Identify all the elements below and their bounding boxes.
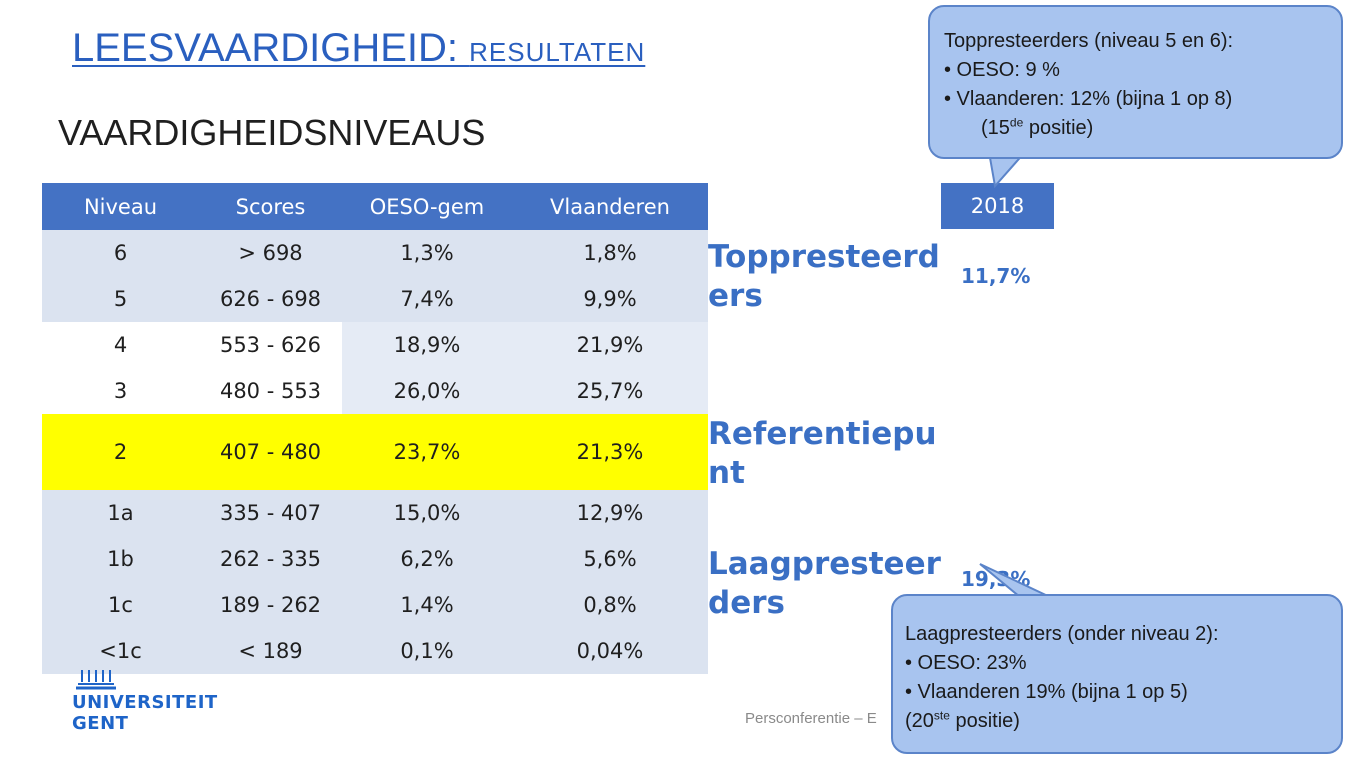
slide-subtitle: VAARDIGHEIDSNIVEAUS [58, 112, 486, 153]
slide-title: LEESVAARDIGHEID: RESULTATEN [72, 26, 645, 71]
callout-top-line4: (15de positie) [944, 114, 1329, 143]
oeso-cell: 6,2% [342, 536, 512, 582]
university-logo-icon [76, 670, 116, 690]
table-row: 1a 335 - 407 15,0% 12,9% [42, 490, 708, 536]
score-cell: 480 - 553 [199, 368, 342, 414]
level-cell: 1a [42, 490, 199, 536]
callout-low-line4: (20ste positie) [905, 707, 1329, 736]
callout-laagpresteerders: Laagpresteerders (onder niveau 2): • OES… [891, 594, 1343, 754]
callout-top-line4-pre: (15 [981, 117, 1010, 139]
oeso-cell: 1,4% [342, 582, 512, 628]
table-row: 5 626 - 698 7,4% 9,9% [42, 276, 708, 322]
callout-low-line4-sup: ste [933, 708, 950, 723]
level-cell: 5 [42, 276, 199, 322]
category-laagpresteerders: Laagpresteerders [708, 546, 941, 621]
callout-low-line3: • Vlaanderen 19% (bijna 1 op 5) [905, 681, 1188, 703]
callout-low-line2: • OESO: 23% [905, 652, 1027, 674]
logo-text-line2: GENT [72, 713, 129, 734]
score-cell: < 189 [199, 628, 342, 674]
score-cell: 626 - 698 [199, 276, 342, 322]
title-main: LEESVAARDIGHEID: [72, 26, 470, 70]
value-toppresteerders: 11,7% [961, 264, 1031, 288]
header-scores: Scores [199, 183, 342, 230]
vlaanderen-cell: 0,8% [512, 582, 708, 628]
vlaanderen-cell: 21,3% [512, 414, 708, 490]
table-row: <1c < 189 0,1% 0,04% [42, 628, 708, 674]
table-header-row: Niveau Scores OESO-gem Vlaanderen [42, 183, 708, 230]
oeso-cell: 26,0% [342, 368, 512, 414]
score-cell: 407 - 480 [199, 414, 342, 490]
level-cell: 2 [42, 414, 199, 490]
logo-text-line1: UNIVERSITEIT [72, 692, 218, 713]
callout-top-line2: • OESO: 9 % [944, 59, 1060, 81]
callout-low-line4-post: positie) [949, 710, 1020, 732]
callout-top-line3: • Vlaanderen: 12% (bijna 1 op 8) [944, 88, 1233, 110]
title-sub: RESULTATEN [469, 37, 646, 67]
callout-top-line4-sup: de [1009, 115, 1024, 130]
level-cell: 3 [42, 368, 199, 414]
callout-top-line4-post: positie) [1023, 117, 1094, 139]
oeso-cell: 0,1% [342, 628, 512, 674]
oeso-cell: 18,9% [342, 322, 512, 368]
level-cell: <1c [42, 628, 199, 674]
score-cell: 262 - 335 [199, 536, 342, 582]
oeso-cell: 23,7% [342, 414, 512, 490]
callout-toppresteerders: Toppresteerders (niveau 5 en 6): • OESO:… [928, 5, 1343, 159]
score-cell: 335 - 407 [199, 490, 342, 536]
table-row: 1b 262 - 335 6,2% 5,6% [42, 536, 708, 582]
vlaanderen-cell: 9,9% [512, 276, 708, 322]
footer-text: Persconferentie – E [745, 710, 877, 727]
header-oeso-gem: OESO-gem [342, 183, 512, 230]
header-niveau: Niveau [42, 183, 199, 230]
vlaanderen-cell: 12,9% [512, 490, 708, 536]
vlaanderen-cell: 25,7% [512, 368, 708, 414]
table-row: 1c 189 - 262 1,4% 0,8% [42, 582, 708, 628]
level-cell: 1c [42, 582, 199, 628]
table-row: 3 480 - 553 26,0% 25,7% [42, 368, 708, 414]
level-cell: 4 [42, 322, 199, 368]
level-cell: 1b [42, 536, 199, 582]
year-column-header: 2018 [941, 183, 1054, 229]
category-toppresteerders: Toppresteerders [708, 239, 940, 314]
table-row: 6 > 698 1,3% 1,8% [42, 230, 708, 276]
vlaanderen-cell: 0,04% [512, 628, 708, 674]
vlaanderen-cell: 21,9% [512, 322, 708, 368]
callout-low-line4-pre: (20 [905, 710, 934, 732]
oeso-cell: 15,0% [342, 490, 512, 536]
oeso-cell: 7,4% [342, 276, 512, 322]
table-row: 4 553 - 626 18,9% 21,9% [42, 322, 708, 368]
proficiency-levels-table: Niveau Scores OESO-gem Vlaanderen 6 > 69… [42, 183, 708, 674]
header-vlaanderen: Vlaanderen [512, 183, 708, 230]
score-cell: 189 - 262 [199, 582, 342, 628]
callout-low-line1: Laagpresteerders (onder niveau 2): [905, 623, 1219, 645]
score-cell: 553 - 626 [199, 322, 342, 368]
category-referentiepunt: Referentiepunt [708, 416, 937, 491]
callout-top-line1: Toppresteerders (niveau 5 en 6): [944, 30, 1234, 52]
table-row-highlighted: 2 407 - 480 23,7% 21,3% [42, 414, 708, 490]
level-cell: 6 [42, 230, 199, 276]
vlaanderen-cell: 1,8% [512, 230, 708, 276]
vlaanderen-cell: 5,6% [512, 536, 708, 582]
score-cell: > 698 [199, 230, 342, 276]
oeso-cell: 1,3% [342, 230, 512, 276]
